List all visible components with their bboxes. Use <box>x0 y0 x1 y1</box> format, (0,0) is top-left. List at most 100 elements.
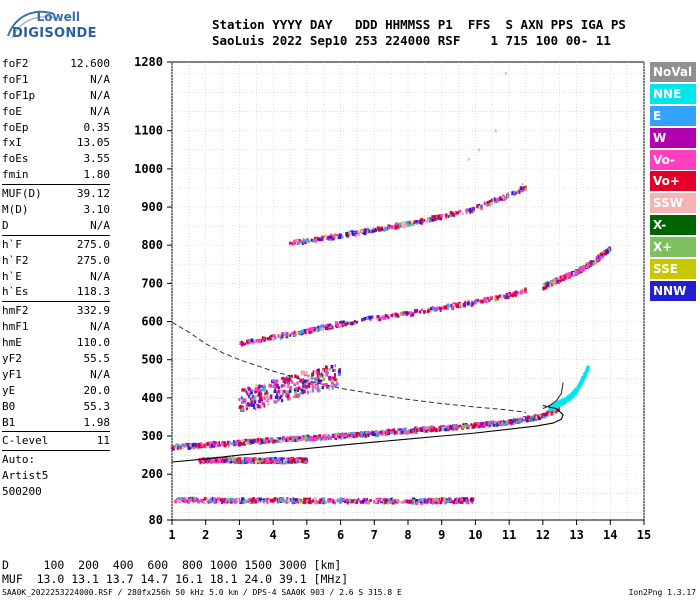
param-name: hmF2 <box>2 304 29 318</box>
echo-point <box>586 262 589 266</box>
echo-point <box>349 231 354 235</box>
echo-point <box>355 432 358 435</box>
lowell-digisonde-logo: Lowell DIGISONDE <box>6 8 97 48</box>
echo-point <box>261 384 263 388</box>
echo-point <box>258 499 261 503</box>
echo-point <box>279 395 282 399</box>
echo-point <box>507 293 511 296</box>
param-name: h`F <box>2 237 22 251</box>
echo-point <box>244 500 247 504</box>
echo-point <box>355 433 358 438</box>
echo-point <box>460 500 464 504</box>
echo-point <box>556 279 560 283</box>
echo-point <box>459 304 462 308</box>
echo-point <box>367 227 370 231</box>
echo-point <box>447 428 450 432</box>
echo-point <box>518 419 521 423</box>
echo-point <box>407 430 411 435</box>
param-value: N/A <box>90 72 110 86</box>
echo-point <box>496 298 499 301</box>
echo-point <box>390 497 393 502</box>
echo-point <box>218 441 221 445</box>
echo-point <box>248 394 250 399</box>
echo-point <box>532 418 535 422</box>
echo-point <box>297 436 300 440</box>
echo-point <box>458 209 462 213</box>
echo-point <box>557 277 561 281</box>
echo-point <box>327 499 330 503</box>
echo-point <box>420 308 424 312</box>
echo-point <box>481 424 484 428</box>
echo-point <box>352 320 356 325</box>
echo-point <box>335 436 338 441</box>
echo-point <box>240 396 243 399</box>
echo-point <box>282 379 285 383</box>
echo-point <box>249 498 252 503</box>
echo-point <box>345 231 349 236</box>
echo-point <box>300 388 304 392</box>
echo-point <box>316 368 320 373</box>
echo-point <box>249 439 252 444</box>
echo-point <box>449 498 452 502</box>
echo-point <box>324 435 328 440</box>
echo-point <box>386 498 389 502</box>
echo-point <box>431 501 435 505</box>
echo-point <box>532 415 535 420</box>
echo-point <box>346 234 350 238</box>
echo-point <box>247 339 252 343</box>
echo-point <box>600 252 604 257</box>
echo-point <box>489 421 492 426</box>
echo-point <box>493 197 496 202</box>
echo-point <box>328 376 331 381</box>
echo-point <box>321 235 324 239</box>
echo-point <box>367 431 371 436</box>
echo-point <box>332 378 336 382</box>
echo-point <box>291 242 294 246</box>
echo-point <box>227 440 229 445</box>
echo-point <box>538 416 541 421</box>
echo-point <box>315 377 318 381</box>
echo-point <box>458 424 462 428</box>
echo-point <box>265 390 268 394</box>
echo-point <box>316 325 320 329</box>
echo-point <box>405 221 409 225</box>
echo-point <box>268 460 272 464</box>
echo-point <box>490 296 492 299</box>
echo-point <box>314 378 317 382</box>
param-name: foEs <box>2 152 29 166</box>
echo-point <box>349 435 352 439</box>
param-row: hmF2 332.9 <box>2 303 110 319</box>
echo-point <box>333 501 337 505</box>
echo-point <box>258 338 262 343</box>
echo-point <box>328 386 331 391</box>
echo-point <box>430 498 434 502</box>
echo-point <box>454 213 458 216</box>
echo-point <box>254 387 258 391</box>
echo-point <box>341 320 344 324</box>
echo-point <box>296 435 299 439</box>
echo-point <box>292 241 296 246</box>
echo-point <box>502 419 505 424</box>
echo-point <box>428 499 431 504</box>
param-value: N/A <box>90 269 110 283</box>
echo-point <box>294 240 297 243</box>
echo-point <box>330 498 334 503</box>
param-name: foF2 <box>2 57 29 70</box>
echo-point <box>259 439 262 443</box>
echo-point <box>264 498 268 503</box>
echo-point <box>431 215 435 219</box>
echo-point <box>382 497 386 502</box>
echo-point <box>217 459 221 463</box>
echo-point <box>360 229 364 233</box>
legend-item-sse: SSE <box>650 259 696 280</box>
echo-point <box>592 262 596 265</box>
echo-point <box>327 323 330 328</box>
echo-point <box>262 397 265 400</box>
echo-point <box>552 408 556 413</box>
param-row: B0 55.3 <box>2 399 110 415</box>
echo-point <box>421 219 425 222</box>
echo-point <box>343 434 348 438</box>
echo-point <box>303 380 306 384</box>
echo-point <box>509 293 512 297</box>
echo-point <box>433 498 437 502</box>
